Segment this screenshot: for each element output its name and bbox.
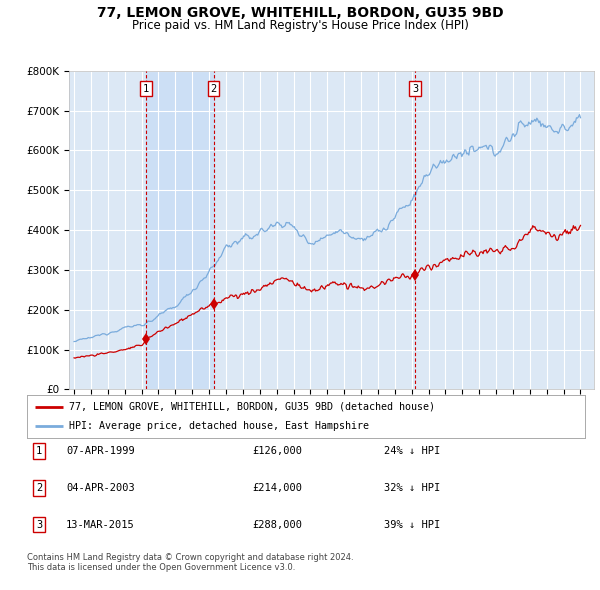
Text: £126,000: £126,000: [252, 447, 302, 456]
Text: 3: 3: [36, 520, 42, 529]
Text: 2: 2: [36, 483, 42, 493]
Text: Price paid vs. HM Land Registry's House Price Index (HPI): Price paid vs. HM Land Registry's House …: [131, 19, 469, 32]
Text: HPI: Average price, detached house, East Hampshire: HPI: Average price, detached house, East…: [69, 421, 369, 431]
Text: £214,000: £214,000: [252, 483, 302, 493]
Text: Contains HM Land Registry data © Crown copyright and database right 2024.: Contains HM Land Registry data © Crown c…: [27, 553, 353, 562]
Text: £288,000: £288,000: [252, 520, 302, 529]
Text: 77, LEMON GROVE, WHITEHILL, BORDON, GU35 9BD (detached house): 77, LEMON GROVE, WHITEHILL, BORDON, GU35…: [69, 402, 435, 412]
Text: 07-APR-1999: 07-APR-1999: [66, 447, 135, 456]
Text: 1: 1: [143, 84, 149, 94]
Text: 3: 3: [412, 84, 418, 94]
Text: 04-APR-2003: 04-APR-2003: [66, 483, 135, 493]
Bar: [146, 71, 214, 389]
Text: This data is licensed under the Open Government Licence v3.0.: This data is licensed under the Open Gov…: [27, 563, 295, 572]
Text: 77, LEMON GROVE, WHITEHILL, BORDON, GU35 9BD: 77, LEMON GROVE, WHITEHILL, BORDON, GU35…: [97, 6, 503, 20]
Text: 2: 2: [211, 84, 217, 94]
Text: 32% ↓ HPI: 32% ↓ HPI: [384, 483, 440, 493]
Text: 24% ↓ HPI: 24% ↓ HPI: [384, 447, 440, 456]
Text: 13-MAR-2015: 13-MAR-2015: [66, 520, 135, 529]
Text: 39% ↓ HPI: 39% ↓ HPI: [384, 520, 440, 529]
Text: 1: 1: [36, 447, 42, 456]
